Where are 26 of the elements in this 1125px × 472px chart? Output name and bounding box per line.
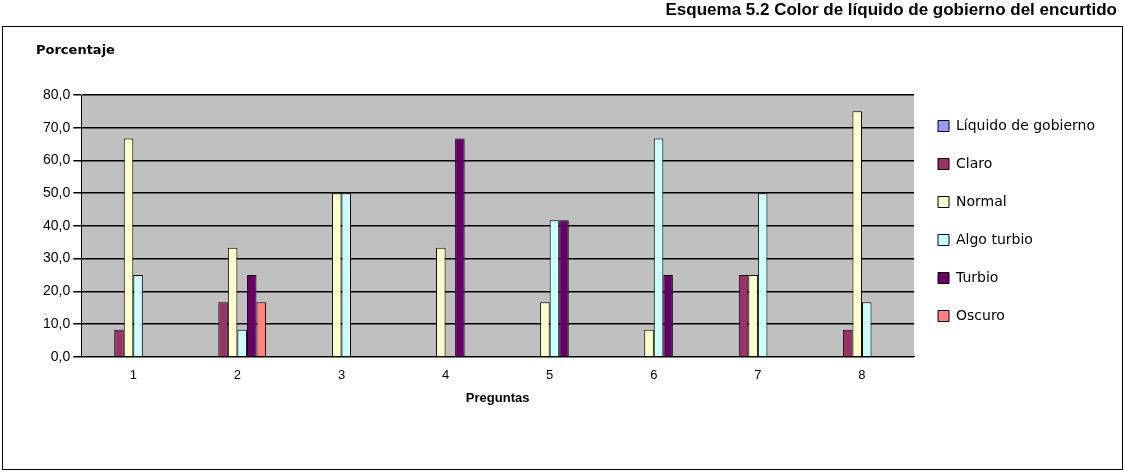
y-tick-label: 10,0 — [43, 314, 71, 331]
y-tick-label: 70,0 — [43, 118, 71, 135]
y-tick-label: 80,0 — [43, 85, 71, 102]
x-tick-label: 4 — [441, 367, 450, 383]
x-tick-label: 6 — [650, 367, 658, 383]
x-tick-label: 2 — [233, 367, 242, 383]
legend-label: Algo turbio — [956, 230, 1033, 247]
y-tick-label: 30,0 — [43, 249, 71, 266]
legend-label: Claro — [956, 154, 993, 171]
x-axis-title: Preguntas — [465, 389, 530, 405]
y-tick-label: 50,0 — [43, 184, 71, 201]
chart-title: Esquema 5.2 Color de líquido de gobierno del encurtido — [665, 0, 1117, 20]
y-tick-label: 60,0 — [43, 151, 71, 168]
x-tick-label: 1 — [129, 367, 137, 383]
legend-label: Turbio — [955, 268, 999, 285]
y-tick-label: 20,0 — [43, 282, 71, 299]
legend-label: Normal — [956, 192, 1007, 209]
y-tick-label: 40,0 — [43, 216, 71, 233]
x-tick-label: 8 — [858, 367, 866, 383]
y-axis-title: Porcentaje — [36, 42, 115, 57]
x-tick-label: 3 — [337, 367, 346, 383]
legend-label: Líquido de gobierno — [956, 116, 1095, 133]
legend-label: Oscuro — [956, 306, 1005, 323]
x-tick-label: 7 — [754, 367, 762, 383]
y-tick-label: 0,0 — [50, 347, 71, 364]
x-tick-label: 5 — [546, 367, 554, 383]
